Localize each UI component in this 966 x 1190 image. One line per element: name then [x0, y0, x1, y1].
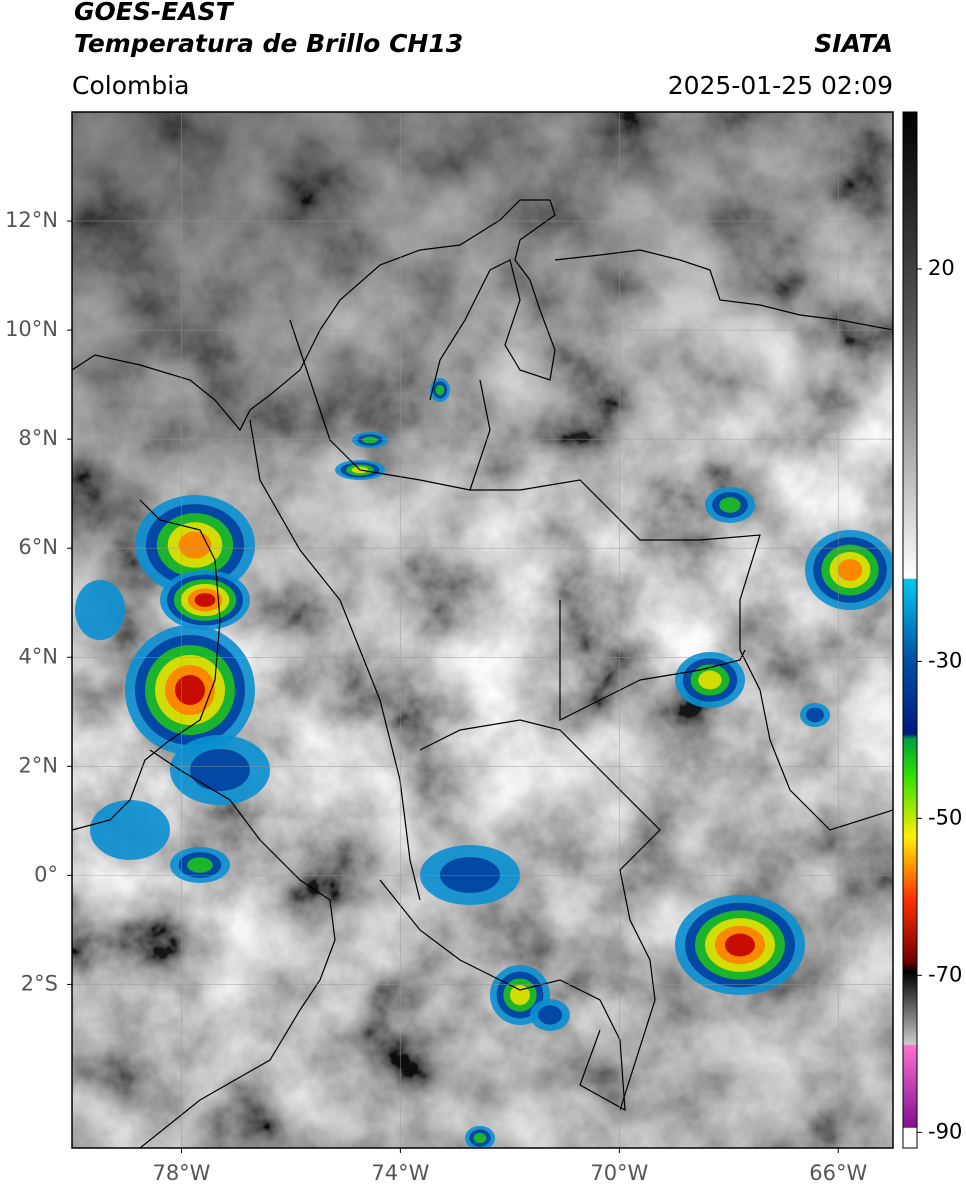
graticule — [72, 112, 893, 1148]
lon-tick-label: 78°W — [152, 1161, 210, 1185]
lon-tick-label: 70°W — [590, 1161, 648, 1185]
datetime: 2025-01-25 02:09 — [668, 71, 893, 100]
lat-tick-label: 2°S — [21, 971, 58, 995]
colorbar-tick-label: 20 — [928, 256, 955, 280]
lon-tick-label: 74°W — [371, 1161, 429, 1185]
map-frame — [71, 111, 894, 1149]
storm-cell — [178, 531, 212, 559]
lat-tick-label: 10°N — [5, 317, 58, 341]
lon-tick-label: 66°W — [809, 1161, 867, 1185]
colorbar-tick-label: -90 — [928, 1119, 962, 1143]
storm-cell — [806, 707, 824, 723]
colorbar — [902, 111, 918, 1149]
storm-cell — [510, 985, 530, 1005]
lat-tick-label: 8°N — [18, 426, 58, 450]
satellite: GOES-EAST — [74, 0, 235, 26]
region: Colombia — [72, 71, 189, 100]
storm-cell — [473, 1132, 487, 1144]
storm-cell — [435, 384, 445, 396]
lat-tick-label: 0° — [34, 862, 58, 886]
storm-cell — [440, 857, 500, 893]
storm-cell — [190, 749, 250, 791]
lat-tick-label: 12°N — [5, 208, 58, 232]
storm-cell — [698, 670, 722, 690]
storm-cell — [187, 857, 213, 873]
storm-cell — [90, 800, 170, 860]
storm-cell — [725, 933, 755, 957]
storm-cell — [837, 559, 863, 581]
colorbar-tick-label: -50 — [928, 805, 962, 829]
storm-cell — [175, 675, 205, 705]
colorbar-tick-label: -30 — [928, 648, 962, 672]
storm-cell — [538, 1005, 562, 1025]
borders — [72, 199, 893, 1148]
source: SIATA — [814, 29, 893, 58]
storm-cell — [194, 593, 216, 607]
product: Temperatura de Brillo CH13 — [74, 29, 463, 58]
lat-tick-label: 4°N — [18, 644, 58, 668]
storm-cell — [75, 580, 125, 640]
lat-tick-label: 6°N — [18, 535, 58, 559]
storm-cell — [719, 497, 741, 513]
map — [72, 112, 893, 1148]
lat-tick-label: 2°N — [18, 753, 58, 777]
storm-cell — [362, 436, 378, 444]
colorbar-tick-label: -70 — [928, 962, 962, 986]
